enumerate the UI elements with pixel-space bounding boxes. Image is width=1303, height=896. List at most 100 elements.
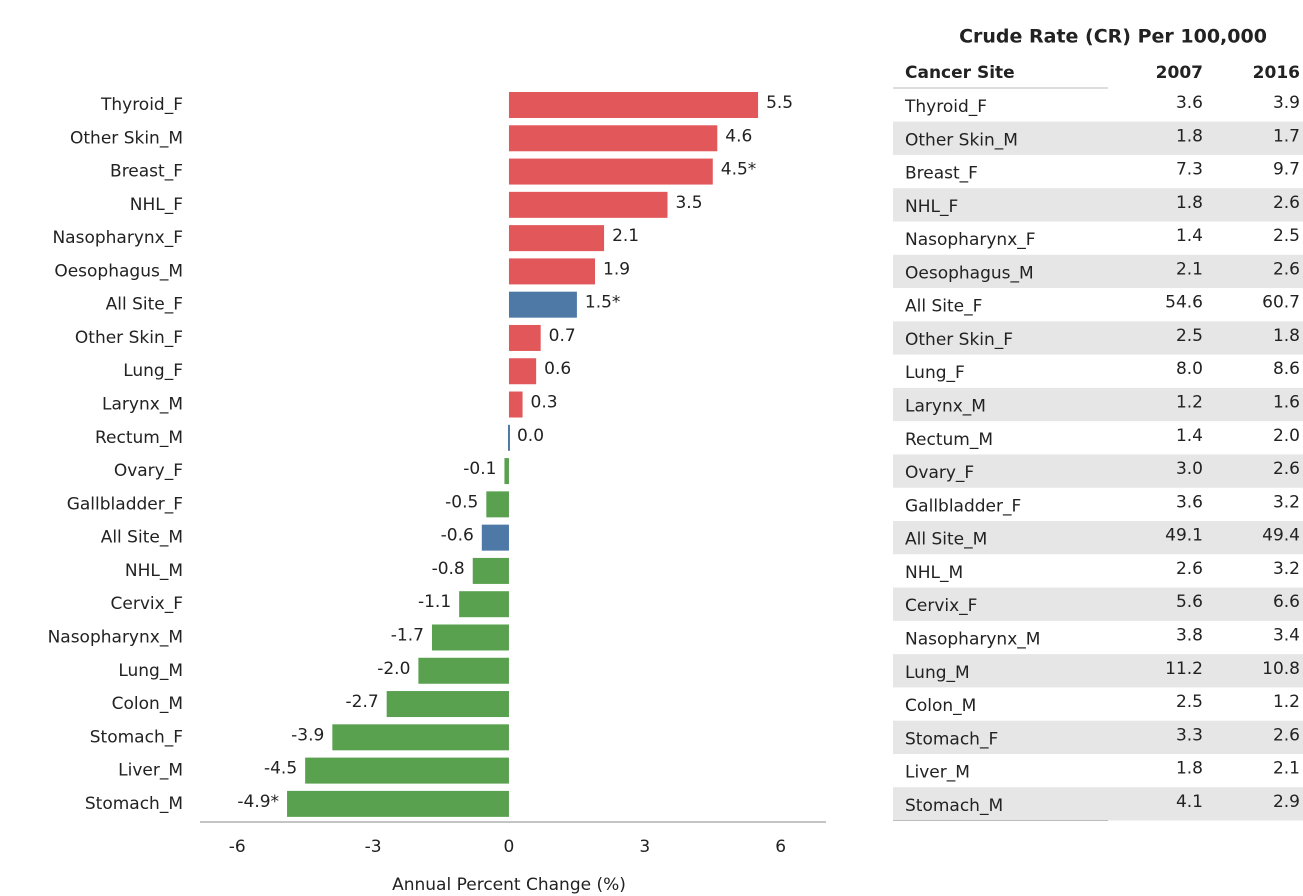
bar <box>504 458 509 485</box>
y-tick-label: Colon_M <box>112 694 183 714</box>
bar <box>508 258 596 285</box>
table-cell: 2.5 <box>1273 226 1300 246</box>
table-cell: 10.8 <box>1262 659 1300 679</box>
table-cell: 1.8 <box>1176 126 1203 146</box>
table-cell: 8.6 <box>1273 359 1300 379</box>
table-cell: 4.1 <box>1176 792 1203 812</box>
table-cell: 8.0 <box>1176 359 1203 379</box>
y-tick-label: Other Skin_M <box>70 128 183 148</box>
table-cell: 1.6 <box>1273 393 1300 413</box>
table-row-band <box>893 521 1303 555</box>
table-cell: Stomach_F <box>905 729 998 749</box>
table-row-band <box>893 387 1303 422</box>
bar <box>431 624 509 651</box>
value-label: 0.0 <box>517 426 544 446</box>
value-label: -3.9 <box>291 725 324 745</box>
y-tick-label: Other Skin_F <box>75 328 183 348</box>
table-cell: 1.2 <box>1176 393 1203 413</box>
table-cell: 2.6 <box>1273 459 1300 479</box>
value-label: -0.6 <box>441 526 474 546</box>
table-cell: 11.2 <box>1165 659 1203 679</box>
table-cell: Nasopharynx_F <box>905 230 1036 250</box>
table-cell: 3.6 <box>1176 492 1203 512</box>
table-cell: 3.0 <box>1176 459 1203 479</box>
value-label: -2.0 <box>377 659 410 679</box>
bar <box>418 657 509 684</box>
table-cell: 1.7 <box>1273 126 1300 146</box>
table-cell: 7.3 <box>1176 160 1203 180</box>
table-cell: 1.8 <box>1176 193 1203 213</box>
table-cell: All Site_M <box>905 530 987 550</box>
table-cell: 5.6 <box>1176 592 1203 612</box>
y-tick-label: NHL_F <box>130 195 183 215</box>
value-label: -0.8 <box>432 559 465 579</box>
bar <box>332 724 509 751</box>
y-tick-label: Thyroid_F <box>100 95 183 115</box>
value-label: -4.9* <box>237 792 279 812</box>
x-tick-label: 3 <box>639 837 650 857</box>
y-tick-label: Larynx_M <box>102 395 183 415</box>
table-cell: Other Skin_F <box>905 330 1013 350</box>
table-row-band <box>893 787 1303 821</box>
value-label: 5.5 <box>766 93 793 113</box>
value-label: 1.5* <box>585 293 621 313</box>
bar <box>508 391 523 418</box>
value-label: 2.1 <box>612 226 639 246</box>
bar <box>508 291 577 318</box>
table-cell: Lung_F <box>905 363 965 383</box>
y-tick-label: Stomach_M <box>85 794 183 814</box>
y-tick-label: NHL_M <box>125 561 183 581</box>
table-cell: Lung_M <box>905 663 970 683</box>
table-cell: Liver_M <box>905 763 970 783</box>
table-row-band <box>893 720 1303 754</box>
value-label: 4.6 <box>725 126 752 146</box>
y-tick-label: Lung_M <box>118 661 183 681</box>
table-cell: 54.6 <box>1165 293 1203 313</box>
table-cell: 2.6 <box>1176 559 1203 579</box>
x-tick-label: -3 <box>365 837 382 857</box>
y-tick-label: Oesophagus_M <box>54 261 183 281</box>
table-cell: 3.8 <box>1176 625 1203 645</box>
table-header: Cancer Site <box>905 63 1015 83</box>
table-cell: 1.4 <box>1176 426 1203 446</box>
y-tick-label: Stomach_F <box>90 727 183 747</box>
x-axis-label: Annual Percent Change (%) <box>392 875 626 895</box>
y-tick-label: All Site_M <box>101 528 183 548</box>
table-row-band <box>893 254 1303 289</box>
table-cell: NHL_F <box>905 197 958 217</box>
table-row-band <box>893 654 1303 688</box>
table-cell: 2.1 <box>1273 759 1300 779</box>
table-cell: 3.6 <box>1176 93 1203 113</box>
table-cell: 1.4 <box>1176 226 1203 246</box>
table-cell: 49.1 <box>1165 526 1203 546</box>
table-cell: 3.3 <box>1176 725 1203 745</box>
y-tick-label: Nasopharynx_M <box>48 627 183 647</box>
y-tick-label: Breast_F <box>110 162 183 182</box>
value-label: 1.9 <box>603 259 630 279</box>
x-tick-label: 0 <box>504 837 515 857</box>
table-cell: NHL_M <box>905 563 963 583</box>
value-label: 3.5 <box>675 193 702 213</box>
bar <box>486 491 509 518</box>
table-cell: 2.9 <box>1273 792 1300 812</box>
bar <box>459 591 509 618</box>
table-cell: 49.4 <box>1262 526 1300 546</box>
y-tick-label: Cervix_F <box>111 594 183 614</box>
table-cell: Colon_M <box>905 696 976 716</box>
table-row-band <box>893 121 1303 155</box>
table-row-band <box>893 188 1303 222</box>
table-cell: 2.5 <box>1176 692 1203 712</box>
bar <box>508 191 668 218</box>
table-cell: All Site_F <box>905 297 982 317</box>
table-cell: Cervix_F <box>905 596 977 616</box>
value-label: 0.3 <box>531 393 558 413</box>
table-cell: Oesophagus_M <box>905 263 1034 283</box>
table-cell: 3.2 <box>1273 492 1300 512</box>
y-tick-label: Rectum_M <box>95 428 183 448</box>
table-cell: 2.5 <box>1176 326 1203 346</box>
table-cell: 2.1 <box>1176 259 1203 279</box>
table-cell: 9.7 <box>1273 160 1300 180</box>
table-cell: 60.7 <box>1262 293 1300 313</box>
table-cell: Breast_F <box>905 164 978 184</box>
